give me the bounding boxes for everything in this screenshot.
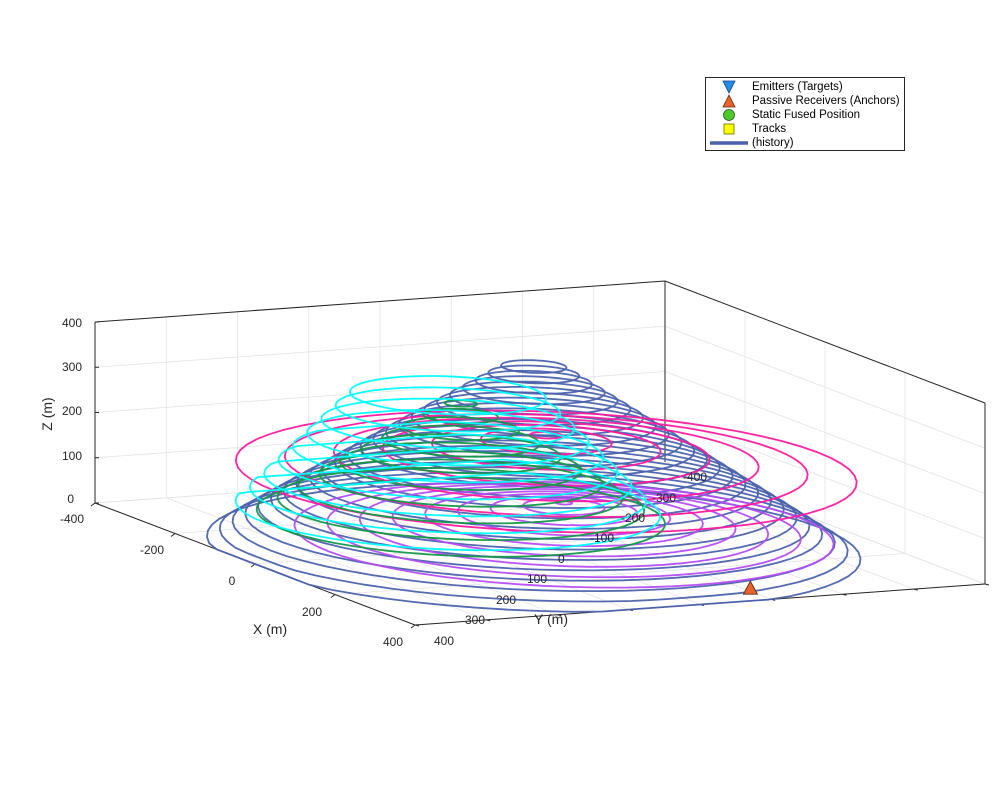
z-tick-label: 0 xyxy=(67,492,74,506)
trajectory-ring xyxy=(430,424,662,471)
trajectory-ring xyxy=(320,397,576,450)
trajectory-ring xyxy=(206,482,862,613)
y-tick-mark xyxy=(913,588,918,591)
x-tick-label: -400 xyxy=(60,512,84,526)
legend-item-history: (history) xyxy=(706,136,906,150)
trajectory-ring xyxy=(443,399,479,408)
y-tick-label: 300 xyxy=(465,613,485,627)
grid-line xyxy=(94,325,666,368)
trajectory-ring xyxy=(306,409,590,467)
series-group xyxy=(234,375,662,552)
trajectory-ring xyxy=(436,386,632,426)
axes-edge xyxy=(664,280,986,404)
legend-label: Emitters (Targets) xyxy=(752,81,843,93)
trajectory-ring xyxy=(283,413,809,518)
legend-item-tracks: Tracks xyxy=(706,122,906,136)
trajectory-ring xyxy=(326,483,802,579)
x-tick-label: 400 xyxy=(383,635,403,649)
z-axis-label: Z (m) xyxy=(39,397,55,430)
legend-item-emitters: Emitters (Targets) xyxy=(706,80,906,94)
x-tick-mark xyxy=(90,502,96,507)
axes-edge xyxy=(94,280,666,323)
y-tick-label: -100 xyxy=(590,531,614,545)
y-tick-label: -300 xyxy=(652,491,676,505)
legend-label: Tracks xyxy=(752,123,787,135)
x-tick-label: 0 xyxy=(229,574,236,588)
data-layer xyxy=(206,359,862,613)
trajectory-ring xyxy=(282,450,785,551)
x-tick-mark xyxy=(330,594,336,598)
tick-layer: -400 -200 0 200 400 -400 -300 -200 -100 … xyxy=(39,316,707,649)
legend-item-fused: Static Fused Position xyxy=(706,108,906,122)
square-icon xyxy=(723,123,735,135)
trajectory-ring xyxy=(397,402,670,458)
line-icon xyxy=(710,141,748,145)
y-tick-label: -200 xyxy=(621,511,645,525)
y-tick-label: 400 xyxy=(434,634,454,648)
trajectory-ring xyxy=(522,497,606,516)
y-tick-label: -400 xyxy=(683,470,707,484)
y-axis-label: Y (m) xyxy=(534,611,568,627)
trajectory-ring xyxy=(293,480,835,589)
grid-line xyxy=(166,497,487,621)
y-tick-label: 200 xyxy=(496,593,516,607)
z-tick-label: 300 xyxy=(62,360,82,374)
x-tick-label: 200 xyxy=(302,605,322,619)
legend-label: Static Fused Position xyxy=(752,109,861,121)
anchor-marker xyxy=(742,580,759,595)
legend-label: (history) xyxy=(752,137,794,149)
grid-line xyxy=(664,325,986,449)
grid-line xyxy=(664,416,986,540)
y-tick-mark xyxy=(414,624,420,627)
legend-item-receivers: Passive Receivers (Anchors) xyxy=(706,94,906,108)
x-axis-label: X (m) xyxy=(253,621,287,637)
trajectory-ring xyxy=(276,466,646,542)
grid-line xyxy=(664,371,986,494)
grid-line xyxy=(664,461,986,585)
x-tick-mark xyxy=(410,624,416,629)
triangle-up-icon xyxy=(722,94,736,108)
grid-line xyxy=(237,492,558,616)
x-tick-mark xyxy=(170,533,176,537)
y-tick-label: 100 xyxy=(527,572,547,586)
z-tick-label: 200 xyxy=(62,404,82,418)
legend-label: Passive Receivers (Anchors) xyxy=(752,95,900,107)
trajectory-ring xyxy=(248,458,648,535)
y-tick-mark xyxy=(984,583,990,586)
z-tick-label: 400 xyxy=(62,316,82,330)
triangle-down-icon xyxy=(722,80,736,94)
y-tick-mark xyxy=(486,619,491,622)
trajectory-ring xyxy=(234,472,662,552)
trajectory-ring xyxy=(332,416,760,503)
y-tick-mark xyxy=(557,614,562,617)
z-tick-label: 100 xyxy=(62,449,82,463)
legend: Emitters (Targets) Passive Receivers (An… xyxy=(705,77,905,151)
circle-icon xyxy=(723,109,735,121)
grid-line xyxy=(94,371,666,413)
y-tick-mark xyxy=(842,593,847,596)
x-tick-label: -200 xyxy=(140,543,164,557)
y-tick-label: 0 xyxy=(558,552,565,566)
trajectory-ring xyxy=(231,471,836,593)
